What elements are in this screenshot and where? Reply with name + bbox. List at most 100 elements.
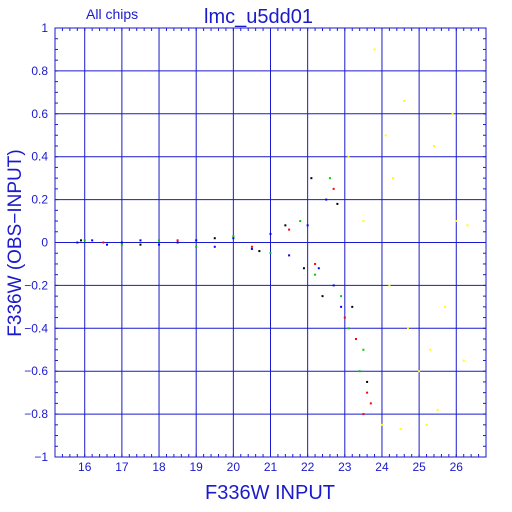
data-point — [444, 305, 447, 308]
y-tick-label: −0.8 — [24, 407, 48, 421]
y-tick-label: 0.6 — [31, 107, 48, 121]
data-point — [314, 273, 317, 276]
data-point — [195, 245, 198, 248]
x-tick-label: 24 — [375, 460, 389, 474]
data-point — [418, 370, 421, 373]
x-tick-label: 18 — [152, 460, 166, 474]
y-tick-label: 0.4 — [31, 150, 48, 164]
data-point — [310, 177, 313, 180]
y-tick-label: 1 — [41, 21, 48, 35]
data-point — [332, 284, 335, 287]
data-point — [176, 241, 179, 244]
data-point — [284, 224, 287, 227]
y-tick-label: −0.2 — [24, 278, 48, 292]
data-point — [373, 48, 376, 51]
data-point — [83, 239, 86, 242]
x-tick-label: 22 — [301, 460, 315, 474]
data-point — [250, 245, 253, 248]
data-point — [336, 202, 339, 205]
data-point — [358, 370, 361, 373]
data-point — [106, 243, 109, 246]
data-point — [406, 327, 409, 330]
data-point — [399, 428, 402, 431]
data-point — [403, 99, 406, 102]
data-point — [347, 327, 350, 330]
data-point — [429, 348, 432, 351]
x-tick-label: 16 — [78, 460, 92, 474]
data-point — [213, 245, 216, 248]
data-point — [250, 247, 253, 250]
data-point — [195, 239, 198, 242]
y-tick-label: 0.2 — [31, 193, 48, 207]
data-point — [343, 316, 346, 319]
data-point — [425, 423, 428, 426]
data-point — [269, 252, 272, 255]
data-point — [232, 235, 235, 238]
data-point — [366, 380, 369, 383]
y-tick-label: 0.8 — [31, 64, 48, 78]
data-point — [306, 224, 309, 227]
data-point — [120, 243, 123, 246]
data-point — [451, 112, 454, 115]
data-point — [321, 295, 324, 298]
y-tick-label: 0 — [41, 236, 48, 250]
data-point — [288, 228, 291, 231]
data-point — [369, 402, 372, 405]
data-point — [466, 224, 469, 227]
ticks: 16 17 18 19 20 21 22 23 24 25 26 −1 −0.8 −0.6 −0.4 −0.2… — [24, 21, 487, 474]
data-point — [232, 237, 235, 240]
y-tick-label: −1 — [34, 450, 48, 464]
data-point — [269, 232, 272, 235]
data-point — [288, 254, 291, 257]
data-point — [455, 220, 458, 223]
x-axis-label: F336W INPUT — [205, 482, 335, 504]
data-point — [388, 284, 391, 287]
data-point — [213, 237, 216, 240]
data-point — [325, 198, 328, 201]
data-point — [332, 187, 335, 190]
x-tick-label: 23 — [338, 460, 352, 474]
panel-label: All chips — [86, 6, 138, 22]
data-point — [432, 144, 435, 147]
data-point — [158, 239, 161, 242]
data-point — [351, 305, 354, 308]
data-point — [139, 243, 142, 246]
data-point — [362, 413, 365, 416]
data-point — [340, 295, 343, 298]
data-point — [302, 267, 305, 270]
data-point — [139, 239, 142, 242]
y-axis-label: F336W (OBS−INPUT) — [5, 149, 26, 336]
chart-title: lmc_u5dd01 — [204, 6, 313, 28]
data-point — [380, 423, 383, 426]
data-point — [362, 348, 365, 351]
data-point — [328, 177, 331, 180]
data-point — [80, 239, 83, 242]
data-point — [362, 220, 365, 223]
data-point — [436, 408, 439, 411]
data-point — [314, 262, 317, 265]
y-tick-label: −0.4 — [24, 321, 48, 335]
data-point — [384, 134, 387, 137]
y-tick-label: −0.6 — [24, 364, 48, 378]
data-point — [91, 239, 94, 242]
data-point — [102, 241, 105, 244]
x-tick-label: 25 — [412, 460, 426, 474]
data-point — [317, 267, 320, 270]
data-point — [258, 250, 261, 253]
data-point — [120, 241, 123, 244]
x-tick-label: 17 — [115, 460, 129, 474]
data-point — [176, 239, 179, 242]
data-point — [392, 177, 395, 180]
data-point — [354, 338, 357, 341]
data-point — [76, 241, 79, 244]
data-point — [158, 243, 161, 246]
x-tick-label: 19 — [190, 460, 204, 474]
x-tick-label: 26 — [450, 460, 464, 474]
x-tick-label: 21 — [264, 460, 278, 474]
x-tick-label: 20 — [227, 460, 241, 474]
data-point — [462, 359, 465, 362]
data-point — [366, 391, 369, 394]
data-point — [340, 305, 343, 308]
